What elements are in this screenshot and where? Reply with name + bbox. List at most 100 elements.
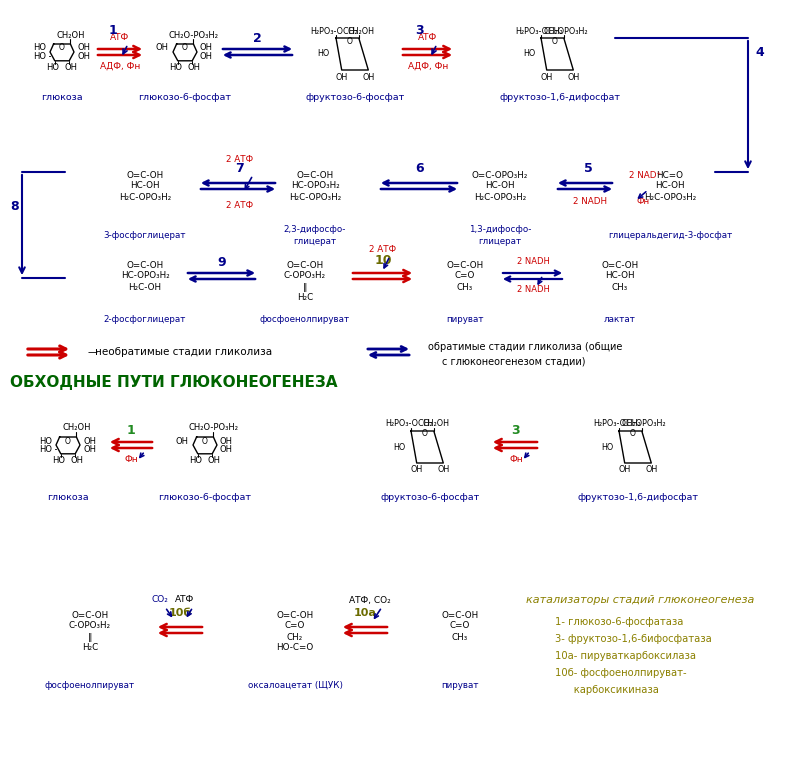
Text: 3- фруктозо-1,6-бифосфатаза: 3- фруктозо-1,6-бифосфатаза — [555, 634, 712, 644]
Text: 10а- пируваткарбоксилаза: 10а- пируваткарбоксилаза — [555, 651, 696, 661]
Text: CH₂OH: CH₂OH — [56, 30, 84, 39]
Text: OH: OH — [200, 43, 213, 52]
Text: Фн: Фн — [509, 454, 523, 463]
Text: глицерат: глицерат — [479, 238, 522, 247]
Text: C-OPO₃H₂: C-OPO₃H₂ — [69, 621, 111, 631]
Text: пируват: пируват — [446, 316, 483, 325]
Text: O=C-OH: O=C-OH — [72, 610, 109, 619]
Text: HO: HO — [393, 443, 405, 451]
Text: HC-OPO₃H₂: HC-OPO₃H₂ — [291, 182, 339, 191]
Text: H₂C-OPO₃H₂: H₂C-OPO₃H₂ — [289, 192, 341, 201]
Text: глюкоза: глюкоза — [47, 493, 89, 501]
Text: HC-OH: HC-OH — [130, 182, 160, 191]
Text: Фн: Фн — [124, 454, 138, 463]
Text: —: — — [88, 347, 98, 357]
Text: глюкоза: глюкоза — [41, 92, 83, 101]
Text: 2 АТФ: 2 АТФ — [227, 154, 254, 164]
Text: ОБХОДНЫЕ ПУТИ ГЛЮКОНЕОГЕНЕЗА: ОБХОДНЫЕ ПУТИ ГЛЮКОНЕОГЕНЕЗА — [10, 375, 338, 391]
Text: O: O — [421, 429, 427, 438]
Text: HO-C=O: HO-C=O — [277, 643, 313, 653]
Text: OH: OH — [567, 73, 580, 82]
Text: O: O — [202, 437, 208, 446]
Text: 6: 6 — [416, 163, 425, 176]
Text: глицерат: глицерат — [293, 238, 336, 247]
Text: 10: 10 — [374, 254, 392, 266]
Text: с глюконеогенезом стадии): с глюконеогенезом стадии) — [442, 356, 585, 366]
Text: 2 NADH: 2 NADH — [573, 197, 607, 205]
Text: АДФ, Фн: АДФ, Фн — [408, 61, 448, 70]
Text: O=C-OH: O=C-OH — [601, 260, 638, 269]
Text: CH₂O-PO₃H₂: CH₂O-PO₃H₂ — [188, 423, 238, 432]
Text: HC-OH: HC-OH — [605, 272, 635, 281]
Text: HO: HO — [189, 456, 202, 466]
Text: АТФ: АТФ — [111, 33, 130, 42]
Text: фосфоенолпируват: фосфоенолпируват — [260, 316, 350, 325]
Text: HC-OH: HC-OH — [485, 182, 515, 191]
Text: O: O — [630, 429, 635, 438]
Text: HC=O: HC=O — [657, 170, 684, 179]
Text: C=O: C=O — [450, 621, 470, 631]
Text: 4: 4 — [755, 45, 764, 58]
Text: фосфоенолпируват: фосфоенолпируват — [45, 681, 135, 690]
Text: OH: OH — [363, 73, 374, 82]
Text: H₂C-OH: H₂C-OH — [129, 282, 161, 291]
Text: 2 NAD⁺: 2 NAD⁺ — [629, 172, 661, 180]
Text: H₂C: H₂C — [82, 643, 98, 653]
Text: O=C-OH: O=C-OH — [126, 170, 164, 179]
Text: фруктозо-1,6-дифосфат: фруктозо-1,6-дифосфат — [499, 92, 621, 101]
Text: фруктозо-1,6-дифосфат: фруктозо-1,6-дифосфат — [577, 493, 699, 501]
Text: C=O: C=O — [285, 621, 305, 631]
Text: 2 NADH: 2 NADH — [517, 257, 549, 266]
Text: OH: OH — [188, 64, 200, 73]
Text: O: O — [59, 43, 65, 52]
Text: O=C-OH: O=C-OH — [277, 610, 313, 619]
Text: C=O: C=O — [455, 272, 475, 281]
Text: HO: HO — [39, 445, 52, 454]
Text: O: O — [65, 437, 71, 446]
Text: O: O — [347, 36, 352, 45]
Text: H₂PO₃-OCH₂: H₂PO₃-OCH₂ — [515, 26, 563, 36]
Text: пируват: пируват — [441, 681, 479, 690]
Text: АТФ: АТФ — [176, 596, 195, 605]
Text: OH: OH — [83, 437, 96, 446]
Text: HO: HO — [52, 456, 65, 466]
Text: HO: HO — [318, 49, 330, 58]
Text: H₂C-OPO₃H₂: H₂C-OPO₃H₂ — [644, 192, 696, 201]
Text: OH: OH — [64, 64, 78, 73]
Text: HO: HO — [46, 64, 60, 73]
Text: HO: HO — [169, 64, 182, 73]
Text: 1,3-дифосфо-: 1,3-дифосфо- — [469, 226, 531, 235]
Text: CH₂OPO₃H₂: CH₂OPO₃H₂ — [544, 26, 588, 36]
Text: CH₂OH: CH₂OH — [347, 26, 374, 36]
Text: CH₂: CH₂ — [287, 633, 303, 641]
Text: OH: OH — [646, 466, 657, 475]
Text: CH₂OPO₃H₂: CH₂OPO₃H₂ — [622, 419, 666, 428]
Text: ‖: ‖ — [87, 633, 92, 641]
Text: H₂PO₃-OCH₂: H₂PO₃-OCH₂ — [593, 419, 641, 428]
Text: H₂C-OPO₃H₂: H₂C-OPO₃H₂ — [119, 192, 171, 201]
Text: OH: OH — [220, 445, 233, 454]
Text: HC-OH: HC-OH — [655, 182, 684, 191]
Text: обратимые стадии гликолиза (общие: обратимые стадии гликолиза (общие — [428, 342, 622, 352]
Text: H₂C: H₂C — [297, 294, 313, 303]
Text: OH: OH — [156, 43, 169, 52]
Text: АДФ, Фн: АДФ, Фн — [100, 61, 140, 70]
Text: 2: 2 — [253, 32, 262, 45]
Text: ‖: ‖ — [303, 282, 307, 291]
Text: 3-фосфоглицерат: 3-фосфоглицерат — [104, 230, 186, 239]
Text: OH: OH — [176, 437, 189, 446]
Text: OH: OH — [200, 52, 213, 61]
Text: лактат: лактат — [604, 316, 636, 325]
Text: необратимые стадии гликолиза: необратимые стадии гликолиза — [95, 347, 272, 357]
Text: 9: 9 — [218, 256, 227, 269]
Text: OH: OH — [619, 466, 630, 475]
Text: 1- глюкозо-6-фосфатаза: 1- глюкозо-6-фосфатаза — [555, 617, 684, 627]
Text: OH: OH — [77, 43, 90, 52]
Text: OH: OH — [83, 445, 96, 454]
Text: H₂PO₃-OCH₂: H₂PO₃-OCH₂ — [310, 26, 358, 36]
Text: 3: 3 — [512, 425, 520, 438]
Text: HO: HO — [33, 52, 46, 61]
Text: фруктозо-6-фосфат: фруктозо-6-фосфат — [380, 493, 479, 501]
Text: 7: 7 — [235, 163, 244, 176]
Text: 2-фосфоглицерат: 2-фосфоглицерат — [104, 316, 186, 325]
